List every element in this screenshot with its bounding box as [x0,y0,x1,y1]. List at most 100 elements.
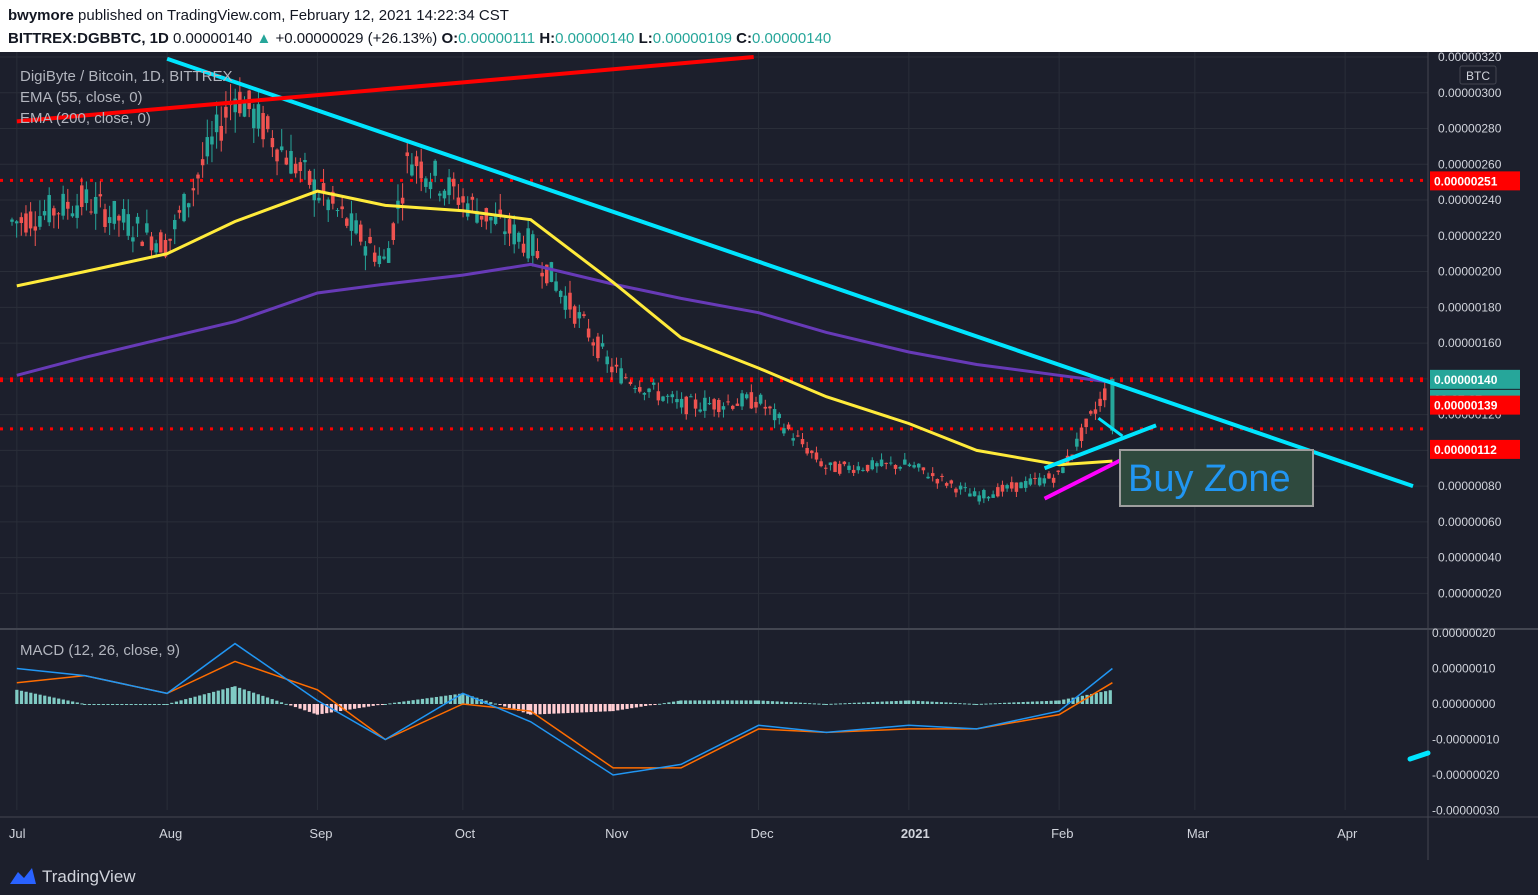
macd-histogram-bar [725,700,730,704]
macd-histogram-bar [766,700,770,704]
candle-body [210,136,214,145]
chart-panel[interactable]: 0.00000020 0.00000040 0.00000060 0.00000080… [0,52,1538,860]
candle-body [847,465,851,470]
macd-histogram-bar [639,704,643,707]
candle-body [842,461,847,465]
candle-body [340,206,344,210]
macd-histogram-bar [852,702,856,704]
macd-histogram-bar [416,699,420,704]
high-value: 0.00000140 [555,30,635,47]
macd-histogram-bar [958,703,962,705]
macd-histogram-bar [157,704,161,705]
candle-body [10,219,14,222]
candle-body [47,195,51,223]
candle-body [549,262,554,282]
candle-body [98,194,103,197]
candle-body [447,177,451,196]
macd-histogram-bar [517,704,521,711]
macd-histogram-bar [784,701,789,704]
buy-zone-label: Buy Zone [1128,458,1291,500]
macd-histogram-bar [533,704,537,715]
macd-histogram-bar [834,703,838,705]
macd-histogram-bar [808,703,812,705]
macd-histogram-bar [188,697,192,704]
candle-body [456,197,461,205]
y-tick-label: 0.00000240 [1438,193,1502,207]
macd-histogram-bar [761,700,765,704]
tradingview-brand[interactable]: TradingView [42,867,136,886]
macd-drawing-mark [1407,750,1431,762]
macd-histogram-bar [979,703,983,705]
candle-body [42,211,47,216]
candle-body [726,401,730,403]
macd-histogram-bar [735,700,739,704]
candle-body [749,392,754,409]
macd-histogram-bar [233,686,237,704]
macd-histogram-bar [580,704,584,713]
macd-histogram-bar [388,703,392,705]
macd-tick-label: 0.00000020 [1432,626,1496,640]
macd-histogram-bar [111,704,115,705]
candle-body [596,336,600,359]
macd-histogram-bar [1066,698,1071,704]
macd-histogram-bar [993,703,997,705]
candle-body [410,164,414,176]
macd-histogram-bar [658,703,662,705]
macd-histogram-bar [1085,694,1089,704]
macd-histogram-bar [148,704,152,705]
candle-body [624,377,628,379]
macd-histogram-bar [903,700,908,704]
macd-histogram-bar [1012,702,1016,704]
candle-body [191,188,196,191]
candle-body [949,480,954,484]
x-tick-label: Jul [9,826,26,841]
candle-body [986,496,991,499]
macd-histogram-bar [24,691,28,704]
macd-histogram-bar [120,704,124,705]
macd-histogram-bar [420,698,425,704]
candle-body [84,189,89,204]
macd-histogram-bar [1108,690,1112,704]
macd-tick-label: 0.00000000 [1432,697,1496,711]
candle-body [163,240,168,257]
macd-histogram-bar [843,703,847,705]
candle-body [186,203,191,208]
candle-body [1070,454,1074,456]
publish-line: bwymore published on TradingView.com, Fe… [8,7,509,24]
candle-body [382,256,386,259]
macd-histogram-bar [1094,693,1098,704]
candle-body [103,209,107,227]
candle-body [126,214,130,236]
y-tick-label: 0.00000080 [1438,479,1502,493]
macd-histogram-bar [521,704,525,713]
macd-histogram-bar [439,696,443,704]
macd-histogram-bar [866,702,870,704]
candle-body [768,406,772,409]
candle-body [359,224,363,242]
candle-body [135,216,140,224]
candle-body [837,463,842,474]
macd-histogram-bar [461,693,465,704]
macd-histogram-bar [1021,701,1025,704]
candle-body [926,476,930,479]
macd-histogram-bar [570,704,575,713]
y-tick-label: 0.00000040 [1438,551,1502,565]
macd-histogram-bar [1044,700,1049,704]
candle-body [1051,477,1056,483]
candle-body [419,161,423,179]
price-chart[interactable]: 0.00000020 0.00000040 0.00000060 0.00000080… [0,52,1538,860]
macd-histogram-bar [83,704,87,705]
candle-body [1075,438,1079,447]
macd-histogram-bar [376,704,380,706]
candle-body [14,221,19,224]
candle-body [391,223,396,240]
author[interactable]: bwymore [8,7,74,24]
candle-body [493,215,498,224]
candle-body [610,366,614,373]
candle-body [651,382,656,385]
macd-histogram-bar [838,703,842,705]
candle-body [698,409,702,412]
candle-body [256,104,261,129]
candle-body [242,102,247,117]
macd-histogram-bar [1016,702,1021,704]
